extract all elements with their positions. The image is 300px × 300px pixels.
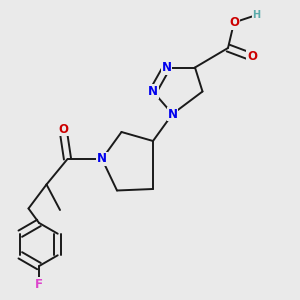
Text: N: N	[167, 107, 178, 121]
Text: F: F	[35, 278, 43, 291]
Text: O: O	[58, 122, 68, 136]
Text: N: N	[148, 85, 158, 98]
Text: N: N	[161, 61, 172, 74]
Text: N: N	[97, 152, 107, 166]
Text: H: H	[252, 10, 261, 20]
Text: O: O	[247, 50, 257, 64]
Text: O: O	[229, 16, 239, 29]
